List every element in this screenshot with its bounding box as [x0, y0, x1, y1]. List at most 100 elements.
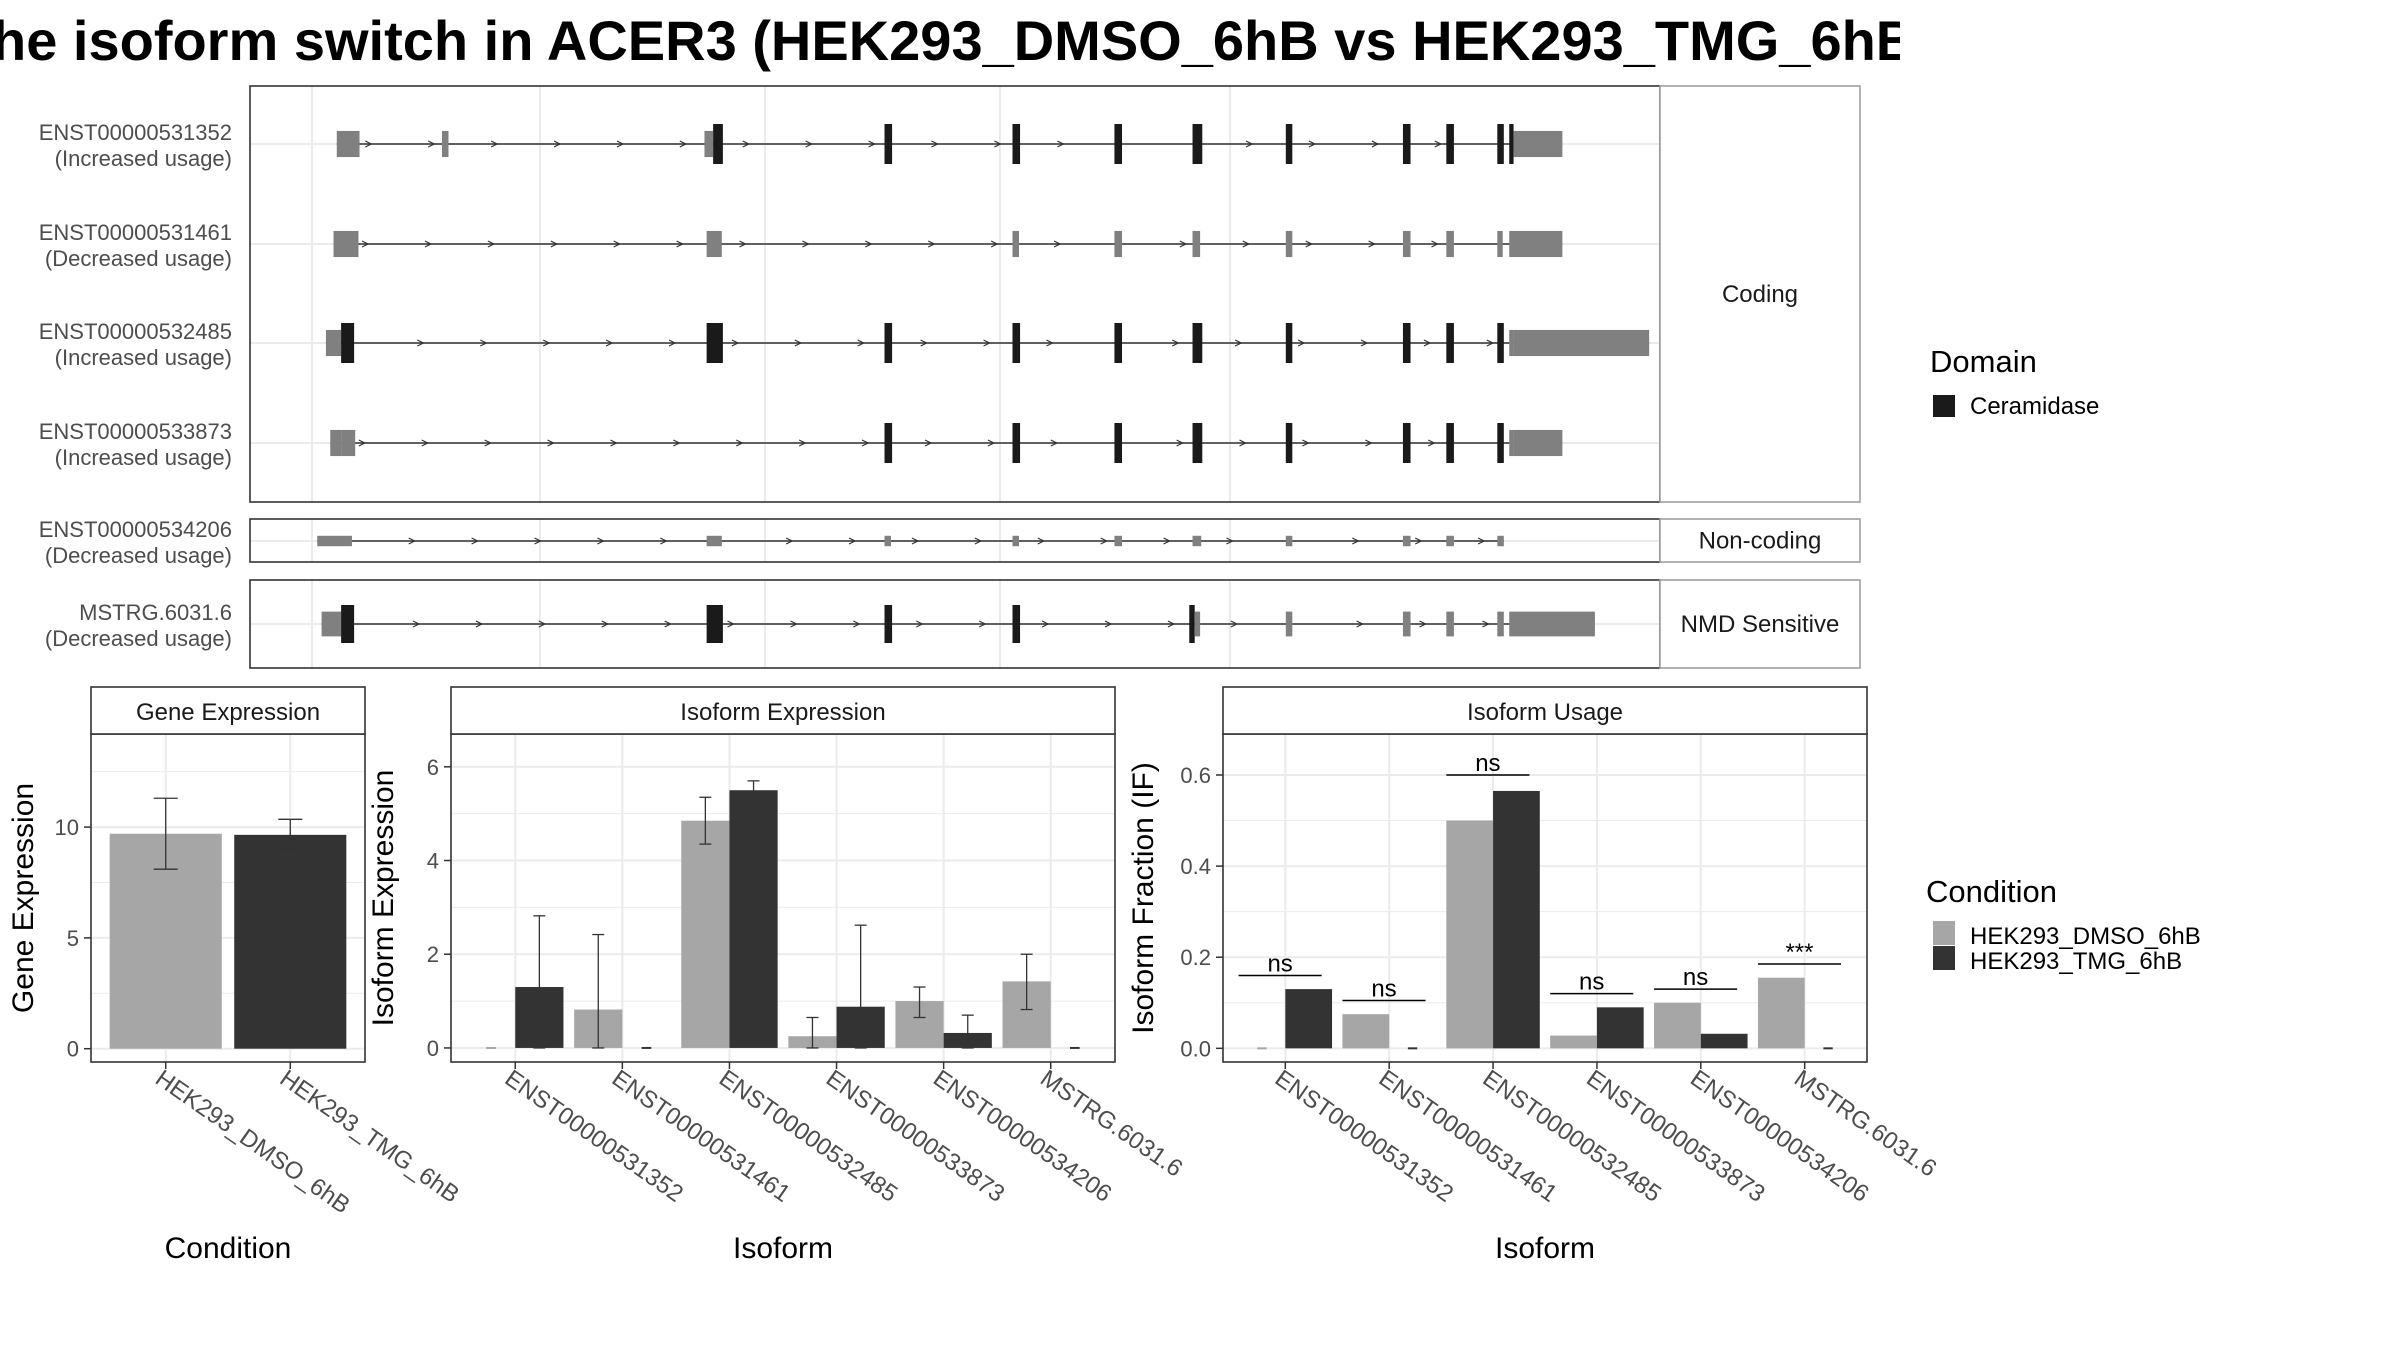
exon [1446, 535, 1454, 547]
exon [1285, 230, 1293, 258]
facet-strip-label: Non-coding [1699, 528, 1822, 555]
domain-exon [1192, 423, 1203, 463]
intron-arrow [805, 140, 814, 148]
intron-arrow [553, 140, 562, 148]
exon [1012, 535, 1019, 547]
y-tick-label: 10 [55, 815, 79, 840]
intron-arrow [916, 620, 924, 628]
legend-domain-title: Domain [1930, 344, 2037, 379]
intron-arrow [1104, 620, 1113, 628]
exon [1012, 230, 1019, 258]
intron-arrow [616, 140, 625, 148]
y-tick-label: 0.2 [1180, 945, 1211, 970]
exon [1114, 230, 1123, 258]
panel-title: Gene Expression [136, 699, 320, 726]
exon [1509, 611, 1595, 637]
intron-arrow [417, 339, 425, 347]
bar [234, 834, 347, 1049]
intron-arrow [673, 439, 681, 447]
domain-exon [1497, 423, 1504, 463]
intron-arrow [597, 537, 605, 545]
exon [1192, 230, 1201, 258]
exon [336, 130, 360, 158]
transcript-ENST00000531461: ENST00000531461(Decreased usage) [39, 220, 1563, 271]
exon [1446, 611, 1454, 637]
intron-arrow [974, 537, 983, 545]
intron-arrow [1046, 339, 1054, 347]
significance-label: ns [1267, 950, 1292, 977]
intron-arrow [471, 537, 479, 545]
intron-arrow [735, 439, 744, 447]
legends: Domain Ceramidase Condition HEK293_DMSO_6hB… [1926, 344, 2201, 975]
intron-arrow [427, 140, 436, 148]
exon [333, 230, 359, 258]
intron-arrow [1050, 439, 1059, 447]
exon [1497, 230, 1503, 258]
intron-arrow [802, 240, 810, 248]
intron-arrow [613, 240, 622, 248]
exon [1402, 535, 1411, 547]
domain-exon [341, 323, 355, 363]
intron-arrow [421, 439, 430, 447]
legend-condition-key [1933, 921, 1955, 945]
intron-arrow [365, 140, 373, 148]
legend-domain-key [1933, 395, 1955, 417]
panel-strip [450, 686, 1116, 735]
bar [729, 790, 778, 1048]
bar [1700, 1033, 1748, 1049]
intron-arrow [487, 240, 496, 248]
domain-exon [1402, 124, 1411, 164]
intron-arrow [679, 140, 688, 148]
intron-arrow [361, 240, 370, 248]
exon [1513, 329, 1650, 357]
x-tick-label: ENST00000531352 [1270, 1065, 1458, 1208]
intron-arrow [1297, 339, 1306, 347]
structure-panel-bg [250, 86, 1660, 502]
y-tick-label: 5 [67, 926, 79, 951]
domain-exon [713, 124, 723, 164]
intron-arrow [1302, 439, 1310, 447]
intron-arrow [727, 620, 735, 628]
x-tick-label: ENST00000534206 [1685, 1065, 1873, 1208]
intron-arrow [412, 620, 421, 628]
intron-arrow [1057, 140, 1065, 148]
intron-arrow [1414, 537, 1423, 545]
transcript-usage-label: (Decreased usage) [45, 626, 232, 651]
domain-exon [341, 605, 355, 643]
exon [1114, 535, 1123, 547]
intron-arrow [911, 537, 920, 545]
domain-exon [1114, 423, 1123, 463]
intron-arrow [1419, 620, 1427, 628]
intron-arrow [1427, 439, 1436, 447]
bar [1446, 820, 1494, 1049]
legend-domain: Domain Ceramidase [1930, 344, 2099, 420]
significance-label: ns [1579, 969, 1604, 996]
intron-arrow [534, 537, 542, 545]
intron-arrow [1037, 537, 1046, 545]
transcript-structure-panel: ENST00000531352(Increased usage)ENST0000… [39, 85, 1861, 669]
intron-arrow [1245, 140, 1254, 148]
intron-arrow [610, 439, 618, 447]
domain-exon [884, 605, 893, 643]
intron-arrow [1365, 439, 1373, 447]
significance-label: ns [1371, 976, 1396, 1003]
transcript-ENST00000533873: ENST00000533873(Increased usage) [39, 419, 1563, 470]
x-tick-label: ENST00000532485 [1478, 1065, 1666, 1208]
intron-arrow [924, 439, 933, 447]
x-tick-label: ENST00000532485 [714, 1065, 902, 1208]
intron-arrow [1167, 620, 1176, 628]
intron-arrow [480, 339, 488, 347]
domain-exon [1192, 124, 1203, 164]
intron-arrow [1352, 537, 1360, 545]
domain-exon [1285, 323, 1293, 363]
domain-exon [1285, 124, 1293, 164]
intron-arrow [990, 240, 999, 248]
intron-arrow [978, 620, 987, 628]
intron-arrow [1360, 339, 1369, 347]
domain-exon [1497, 124, 1504, 164]
legend-condition-label: HEK293_TMG_6hB [1970, 948, 2182, 975]
intron-arrow [542, 339, 551, 347]
transcript-MSTRG.6031.6: MSTRG.6031.6(Decreased usage) [45, 600, 1595, 651]
intron-arrow [1431, 240, 1439, 248]
intron-arrow [1230, 620, 1239, 628]
